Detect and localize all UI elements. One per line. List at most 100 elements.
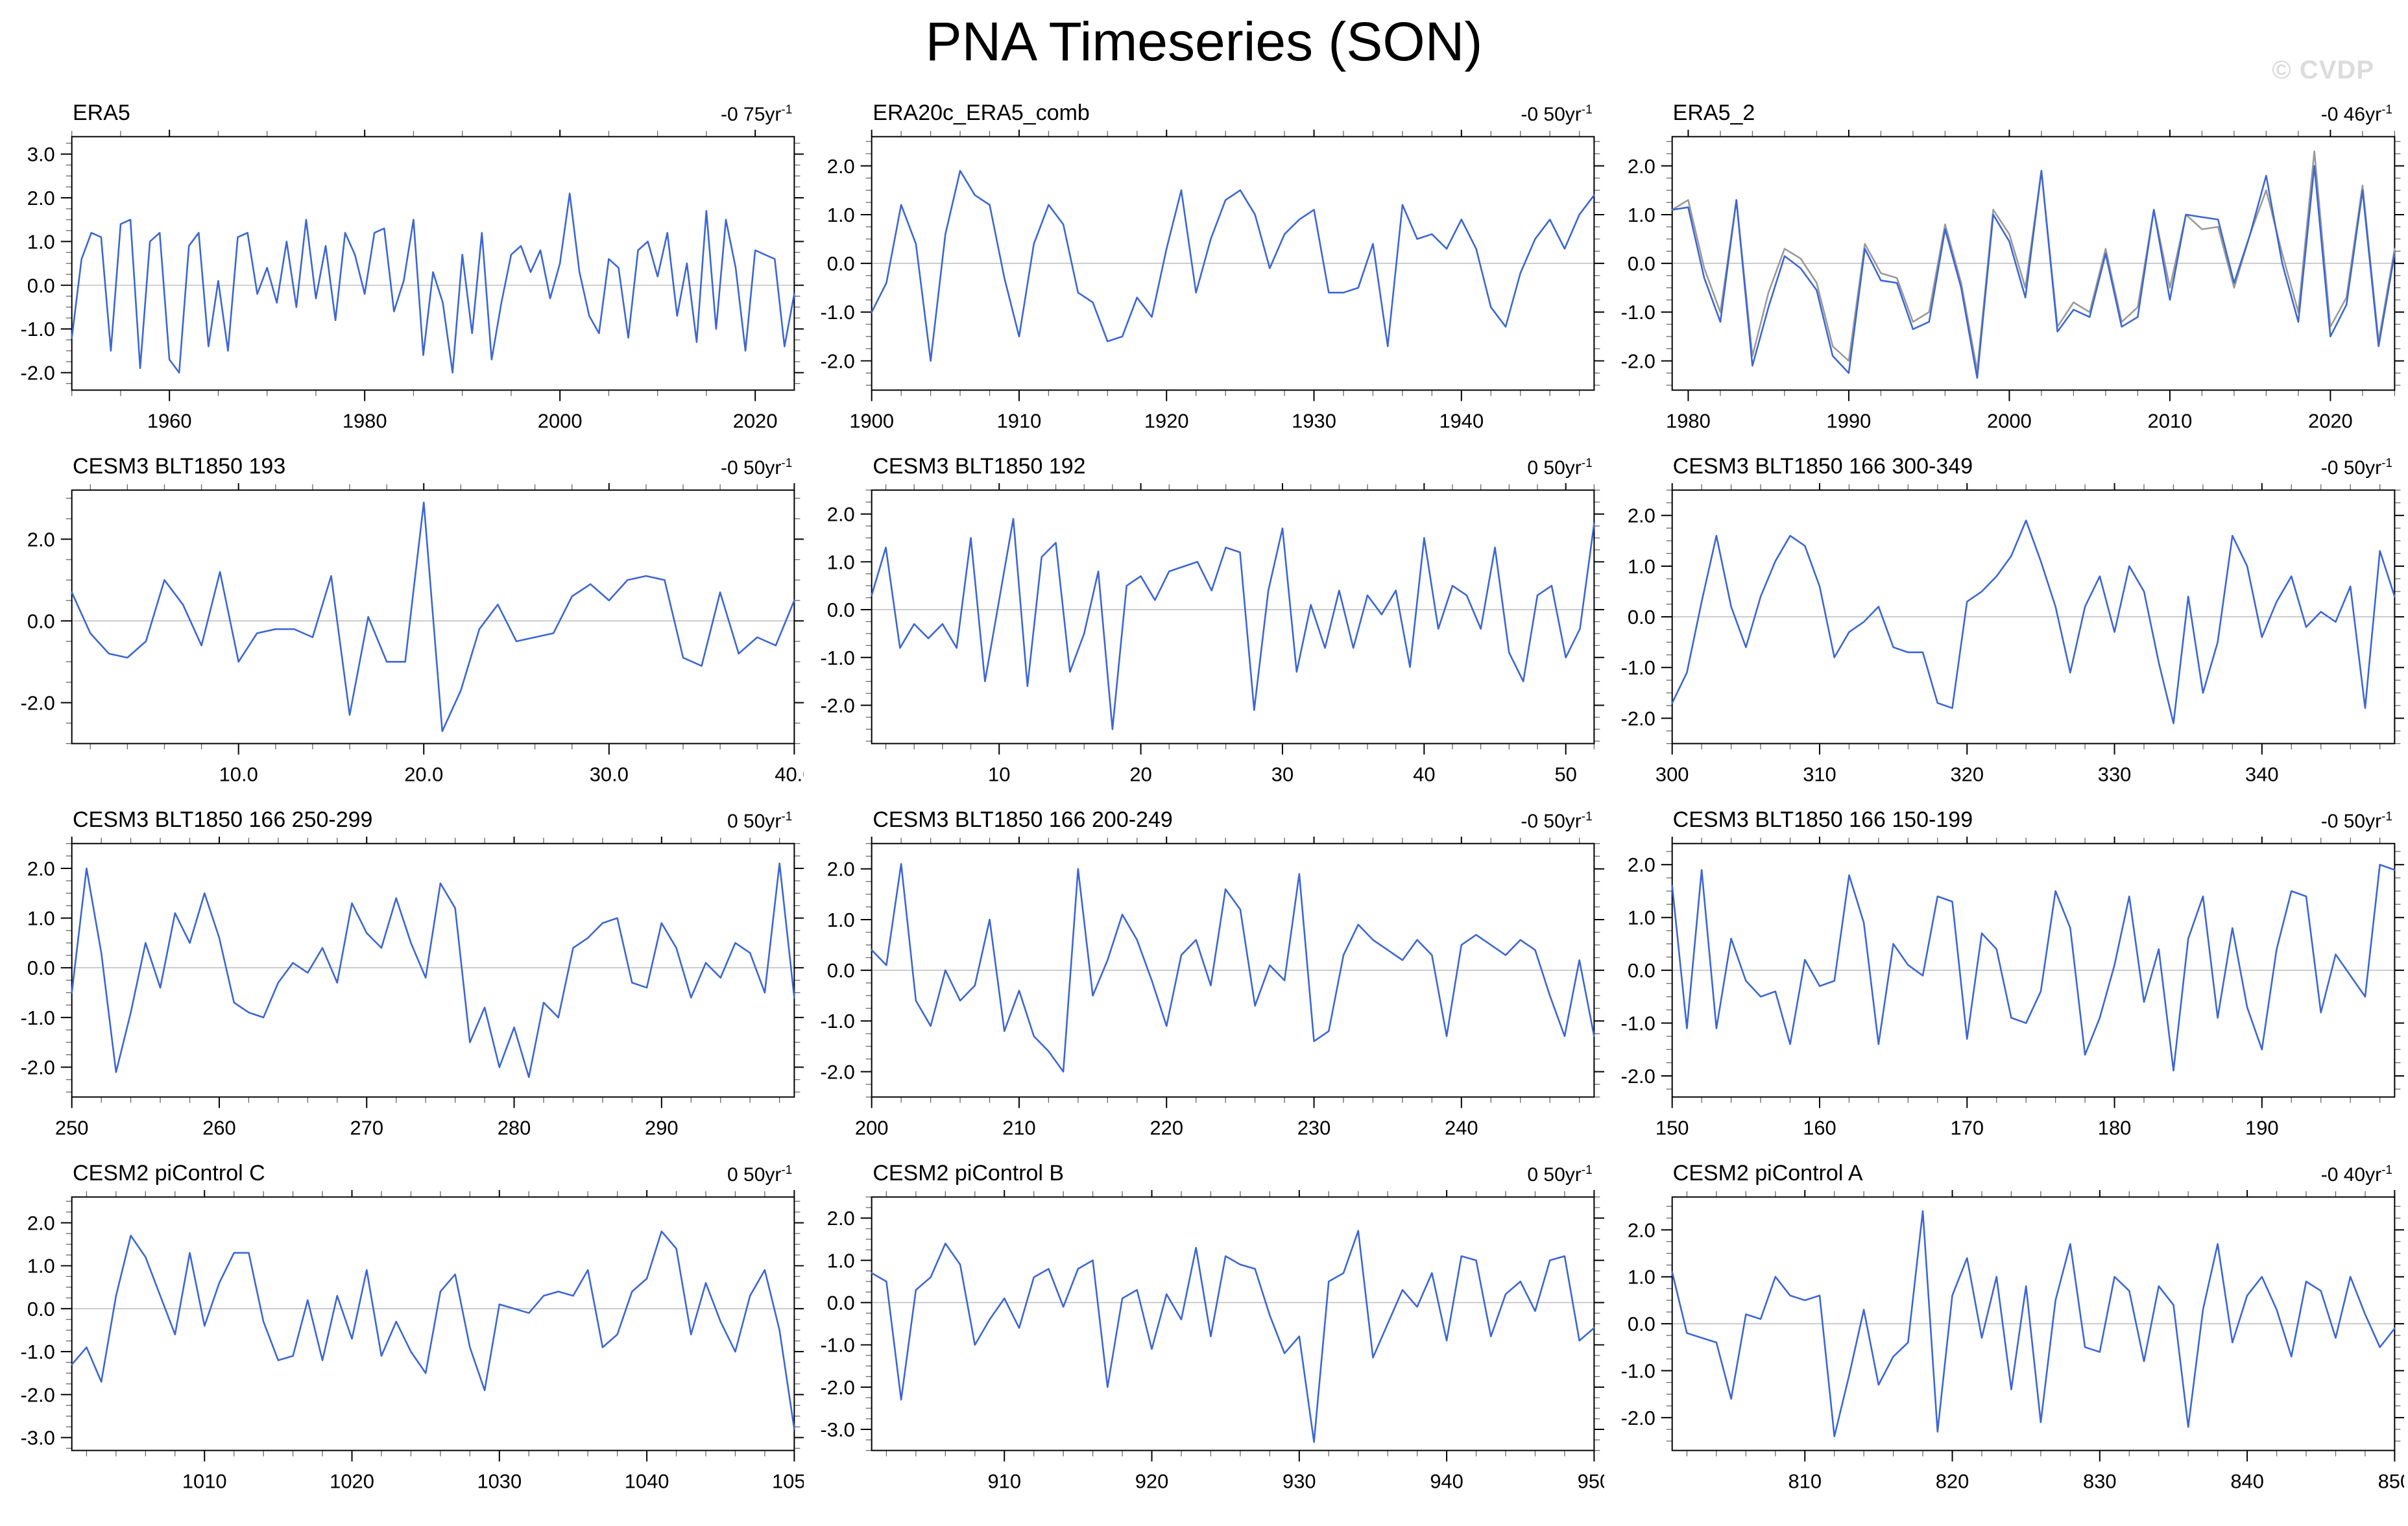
panel-trend-label: -0 40yr-1	[2320, 1163, 2392, 1186]
series-line-era5	[71, 193, 795, 374]
x-tick-label: 2000	[1987, 409, 2032, 432]
y-tick-label: 1.0	[827, 551, 855, 573]
x-tick-label: 30.0	[590, 763, 629, 785]
y-tick-label: -1.0	[821, 301, 855, 324]
x-tick-label: 1040	[625, 1470, 669, 1492]
x-tick-label: 250	[55, 1116, 89, 1139]
x-tick-label: 850	[2378, 1470, 2404, 1492]
y-tick-label: 1.0	[27, 230, 55, 253]
panel-trend-label: 0 50yr-1	[727, 810, 793, 832]
cvdp-watermark: © CVDP	[2272, 56, 2374, 84]
chart-panel: CESM3 BLT1850 166 250-299 0 50yr-1 250 260 2…	[4, 804, 804, 1158]
series-line-era5-2	[1671, 165, 2396, 379]
y-tick-label: 0.0	[27, 1298, 55, 1320]
x-tick-label: 280	[498, 1116, 531, 1139]
x-tick-label: 20.0	[404, 763, 443, 785]
y-tick-label: 2.0	[827, 155, 855, 178]
x-tick-label: 1030	[477, 1470, 522, 1492]
y-tick-label: -2.0	[821, 1376, 855, 1399]
series-line-cesm2-picontrol-a	[1671, 1210, 2396, 1438]
x-tick-label: 810	[1788, 1470, 1822, 1492]
y-tick-label: -2.0	[21, 1056, 55, 1079]
timeseries-plot: 10 20 30 40 50 2.0 1.0 0.0 -1.0 -2.0	[821, 483, 1604, 785]
series-line-cesm3-blt1850-193	[71, 501, 795, 732]
y-tick-label: 1.0	[1627, 204, 1655, 226]
panel-trend-label: 0 50yr-1	[1527, 457, 1593, 479]
x-tick-label: 1010	[182, 1470, 227, 1492]
trend-exponent: -1	[781, 103, 793, 117]
charts-grid: ERA5 -0 75yr-1 1960 1980 2000 2020 3.0 2.0 1.0 0.…	[0, 97, 2408, 1511]
x-tick-label: 1940	[1439, 409, 1484, 432]
y-tick-label: 0.0	[1627, 1313, 1655, 1335]
timeseries-plot: 200 210 220 230 240 2.0 1.0 0.0 -1.0 -2.0	[821, 837, 1604, 1139]
chart-panel: ERA5 -0 75yr-1 1960 1980 2000 2020 3.0 2.0 1.0 0.…	[4, 97, 804, 451]
x-tick-label: 170	[1950, 1116, 1984, 1139]
panel-header: CESM3 BLT1850 166 200-249 -0 50yr-1	[804, 804, 1604, 837]
x-tick-label: 260	[202, 1116, 236, 1139]
y-tick-label: -2.0	[1620, 1065, 1655, 1088]
panel-trend-label: -0 46yr-1	[2320, 103, 2392, 125]
y-tick-label: 1.0	[1627, 555, 1655, 578]
y-tick-label: 2.0	[1627, 853, 1655, 876]
y-tick-label: -1.0	[1620, 1359, 1655, 1382]
y-tick-label: -2.0	[1620, 350, 1655, 372]
panel-trend-label: 0 50yr-1	[727, 1163, 793, 1186]
x-tick-label: 830	[2083, 1470, 2117, 1492]
y-tick-label: -2.0	[1620, 1407, 1655, 1429]
y-tick-label: 0.0	[827, 599, 855, 621]
y-tick-label: 3.0	[27, 143, 55, 166]
trend-exponent: -1	[781, 457, 793, 470]
y-tick-label: -1.0	[21, 318, 55, 340]
y-tick-label: 1.0	[27, 1255, 55, 1278]
panel-title: CESM3 BLT1850 166 150-199	[1672, 807, 1973, 832]
trend-exponent: -1	[781, 1163, 793, 1177]
y-tick-label: 0.0	[1627, 959, 1655, 982]
x-tick-label: 20	[1130, 763, 1152, 785]
y-tick-label: 2.0	[1627, 155, 1655, 178]
y-tick-label: 2.0	[827, 858, 855, 881]
chart-panel: CESM2 piControl B 0 50yr-1 910 920 930 940 950…	[804, 1158, 1604, 1511]
x-tick-label: 340	[2245, 763, 2279, 785]
panel-header: ERA20c_ERA5_comb -0 50yr-1	[804, 97, 1604, 130]
series-line-cesm2-picontrol-c	[71, 1230, 795, 1430]
y-tick-label: 0.0	[827, 1292, 855, 1315]
y-tick-label: 2.0	[1627, 505, 1655, 527]
x-tick-label: 270	[350, 1116, 383, 1139]
y-tick-label: -1.0	[821, 647, 855, 669]
panel-title: CESM3 BLT1850 166 250-299	[73, 807, 373, 832]
page-title: PNA Timeseries (SON)	[925, 11, 1483, 72]
y-tick-label: -2.0	[21, 362, 55, 385]
trend-exponent: -1	[1581, 810, 1593, 824]
panel-title: CESM2 piControl C	[73, 1161, 265, 1186]
y-tick-label: 0.0	[827, 252, 855, 275]
panel-header: CESM3 BLT1850 192 0 50yr-1	[804, 451, 1604, 483]
x-tick-label: 190	[2245, 1116, 2279, 1139]
x-tick-label: 220	[1150, 1116, 1184, 1139]
x-tick-label: 1960	[147, 409, 192, 432]
x-tick-label: 50	[1555, 763, 1577, 785]
x-tick-label: 240	[1445, 1116, 1478, 1139]
chart-panel: CESM3 BLT1850 193 -0 50yr-1 10.0 20.0 30.0 40…	[4, 451, 804, 804]
y-tick-label: 2.0	[827, 1207, 855, 1230]
trend-exponent: -1	[781, 810, 793, 824]
panel-trend-label: -0 50yr-1	[721, 457, 793, 479]
y-tick-label: 1.0	[1627, 907, 1655, 929]
y-tick-label: 0.0	[1627, 252, 1655, 275]
chart-panel: ERA20c_ERA5_comb -0 50yr-1 1900 1910 1920 193…	[804, 97, 1604, 451]
y-tick-label: 1.0	[27, 907, 55, 930]
x-tick-label: 1930	[1292, 409, 1336, 432]
x-tick-label: 310	[1803, 763, 1836, 785]
y-tick-label: 2.0	[27, 528, 55, 551]
panel-title: ERA5	[73, 101, 130, 125]
trend-exponent: -1	[1581, 1163, 1593, 1177]
y-tick-label: 0.0	[27, 274, 55, 297]
x-tick-label: 930	[1282, 1470, 1316, 1492]
panel-title: ERA5_2	[1672, 101, 1755, 125]
panel-title: CESM2 piControl A	[1672, 1161, 1863, 1186]
trend-exponent: -1	[1581, 457, 1593, 470]
x-tick-label: 820	[1935, 1470, 1969, 1492]
x-tick-label: 180	[2097, 1116, 2131, 1139]
trend-exponent: -1	[1581, 103, 1593, 117]
x-tick-label: 1920	[1144, 409, 1189, 432]
y-tick-label: -1.0	[821, 1334, 855, 1357]
